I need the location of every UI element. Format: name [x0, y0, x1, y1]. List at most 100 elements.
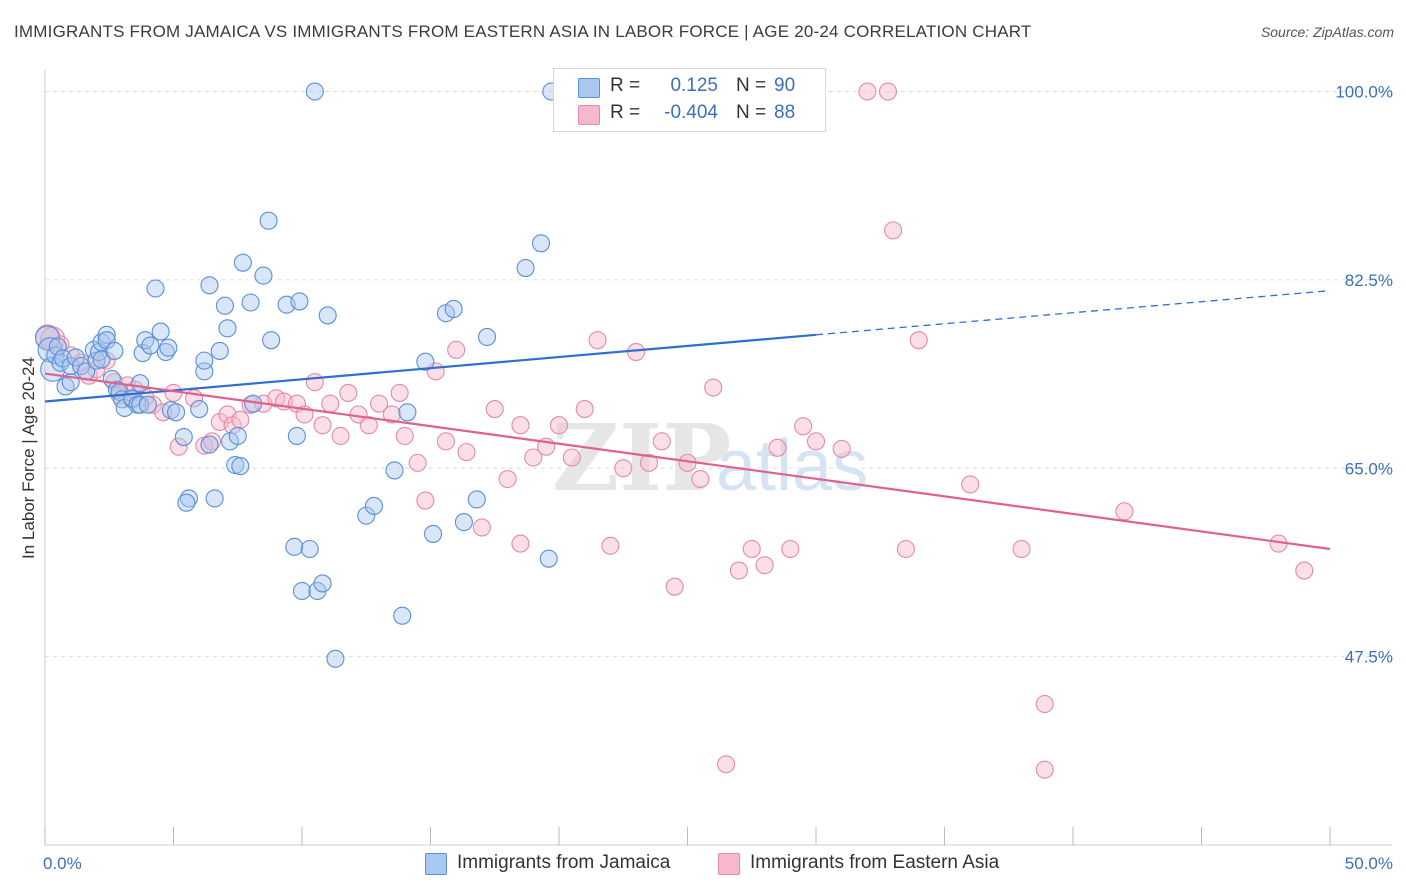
- jamaica-point: [539, 549, 558, 568]
- eastern-asia-point: [832, 439, 851, 458]
- trend-line-eastern-asia: [44, 372, 1331, 551]
- x-tick-labels: 0.0% 50.0%: [43, 854, 1393, 873]
- eastern-asia-point: [472, 518, 491, 537]
- jamaica-point: [131, 374, 150, 393]
- jamaica-point: [97, 325, 116, 344]
- jamaica-point: [66, 348, 85, 367]
- jamaica-point: [215, 296, 234, 315]
- legend-n-value-jamaica: 90: [774, 75, 796, 96]
- eastern-asia-point: [370, 394, 389, 413]
- jamaica-point: [444, 299, 463, 319]
- eastern-asia-point: [601, 536, 620, 555]
- eastern-asia-point: [742, 539, 761, 559]
- series-jamaica: [35, 82, 561, 668]
- jamaica-point: [241, 293, 260, 312]
- jamaica-point: [167, 403, 186, 422]
- watermark: ZIP atlas: [552, 404, 868, 512]
- jamaica-point: [200, 276, 219, 295]
- eastern-asia-point: [143, 395, 162, 414]
- jamaica-point: [218, 319, 237, 338]
- bottom-legend-label-eastern-asia: Immigrants from Eastern Asia: [750, 852, 1000, 873]
- eastern-asia-point: [614, 459, 633, 478]
- legend-swatch-eastern-asia: [578, 105, 600, 125]
- legend-box: R = 0.125 N = 90 R = -0.404 N = 88: [553, 68, 826, 132]
- trend-line-extension-jamaica: [815, 290, 1331, 336]
- bottom-legend-label-jamaica: Immigrants from Jamaica: [457, 852, 671, 873]
- legend-r-label: R =: [610, 102, 641, 123]
- jamaica-point: [385, 461, 404, 480]
- eastern-asia-point: [652, 432, 671, 451]
- jamaica-point: [195, 362, 214, 381]
- chart-source: Source: ZipAtlas.com: [1260, 24, 1394, 40]
- eastern-asia-point: [691, 469, 710, 489]
- jamaica-point: [233, 253, 252, 272]
- y-axis-label: In Labor Force | Age 20-24: [19, 357, 38, 559]
- eastern-asia-point: [382, 405, 402, 424]
- chart-title: IMMIGRANTS FROM JAMAICA VS IMMIGRANTS FR…: [14, 22, 1032, 41]
- y-tick-label: 100.0%: [1335, 83, 1393, 102]
- jamaica-point: [146, 279, 165, 298]
- eastern-asia-point: [588, 331, 607, 350]
- eastern-asia-point: [909, 331, 928, 350]
- eastern-asia-point: [858, 82, 877, 101]
- jamaica-point: [357, 506, 376, 525]
- eastern-asia-point: [169, 437, 188, 456]
- y-tick-labels: 47.5% 65.0% 82.5% 100.0%: [1335, 83, 1393, 667]
- jamaica-point: [210, 341, 229, 360]
- jamaica-point: [393, 606, 412, 625]
- series-eastern-asia: [35, 82, 1314, 779]
- jamaica-point: [136, 331, 155, 350]
- grid-lines: [45, 91, 1392, 658]
- jamaica-point: [195, 351, 214, 370]
- jamaica-point: [200, 435, 219, 454]
- eastern-asia-point: [627, 342, 646, 362]
- jamaica-point: [285, 537, 304, 556]
- jamaica-point: [231, 457, 250, 476]
- eastern-asia-point: [203, 432, 222, 451]
- eastern-asia-point: [313, 416, 332, 435]
- eastern-asia-point: [755, 556, 774, 575]
- eastern-asia-point: [639, 453, 659, 472]
- eastern-asia-point: [562, 448, 581, 467]
- x-tick-label: 0.0%: [43, 854, 82, 873]
- legend-r-value-jamaica: 0.125: [670, 75, 718, 96]
- jamaica-point: [318, 306, 337, 325]
- jamaica-point: [228, 426, 247, 446]
- eastern-asia-point: [878, 82, 898, 101]
- eastern-asia-point: [665, 577, 684, 596]
- jamaica-point: [205, 489, 224, 508]
- jamaica-point: [305, 82, 324, 101]
- jamaica-point: [292, 581, 312, 601]
- jamaica-point: [141, 336, 160, 355]
- eastern-asia-point: [1012, 539, 1031, 559]
- jamaica-point: [105, 341, 124, 360]
- x-tick-label: 50.0%: [1345, 854, 1393, 873]
- eastern-asia-point: [457, 443, 476, 462]
- legend-r-value-eastern-asia: -0.404: [664, 102, 718, 123]
- jamaica-point: [454, 513, 473, 532]
- axes: [44, 70, 1392, 846]
- eastern-asia-point: [794, 417, 813, 436]
- eastern-asia-point: [498, 469, 517, 489]
- eastern-asia-point: [436, 432, 455, 451]
- eastern-asia-point: [1115, 502, 1134, 521]
- eastern-asia-point: [511, 534, 530, 553]
- eastern-asia-point: [1035, 694, 1054, 714]
- eastern-asia-point: [395, 426, 414, 446]
- jamaica-point: [177, 493, 196, 512]
- eastern-asia-point: [339, 383, 358, 402]
- jamaica-point: [190, 400, 209, 419]
- eastern-asia-point: [704, 378, 723, 397]
- eastern-asia-point: [408, 453, 427, 472]
- legend-swatch-jamaica: [578, 78, 600, 98]
- jamaica-point: [398, 403, 417, 422]
- eastern-asia-point: [768, 438, 787, 457]
- eastern-asia-point: [231, 410, 250, 429]
- eastern-asia-point: [331, 426, 350, 446]
- jamaica-point: [326, 649, 345, 668]
- eastern-asia-point: [524, 448, 543, 467]
- jamaica-point: [92, 350, 111, 369]
- eastern-asia-point: [511, 416, 530, 435]
- jamaica-point: [287, 426, 306, 446]
- eastern-asia-point: [416, 491, 435, 510]
